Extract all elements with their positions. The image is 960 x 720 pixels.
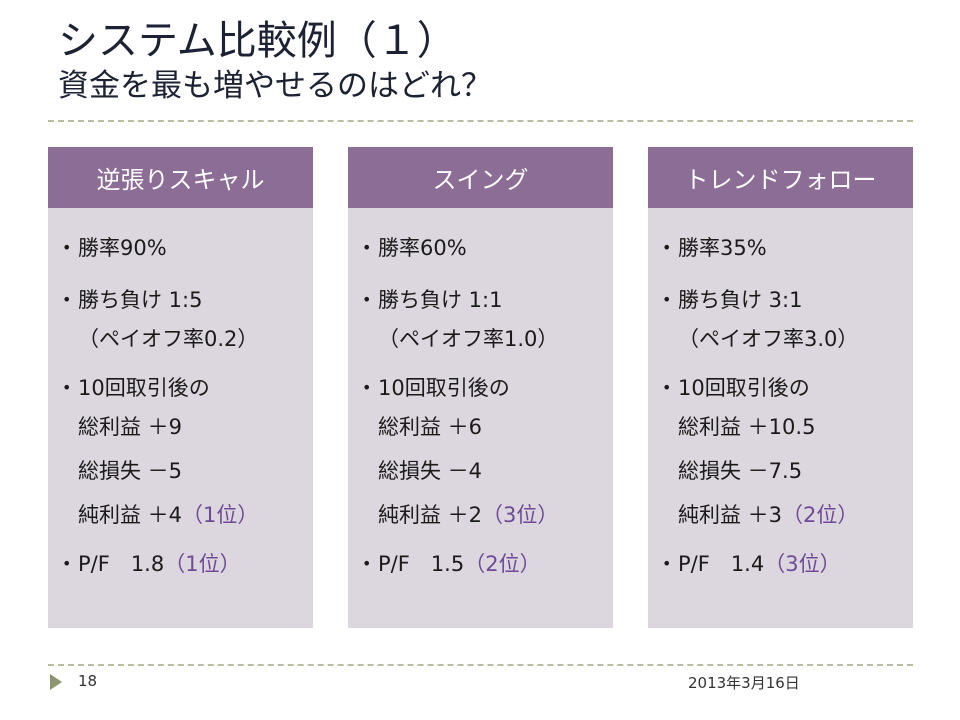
column-body: • 勝率60% • 勝ち負け 1:1 （ペイオフ率1.0） • 10回取引後の … — [348, 208, 613, 581]
profit-factor-line: P/F 1.4（3位） — [678, 547, 913, 581]
net-profit: 純利益 ＋3 — [678, 503, 783, 527]
list-item-results: • 10回取引後の 総利益 ＋10.5 総損失 －7.5 純利益 ＋3（2位） — [662, 371, 913, 537]
net-profit-rank: （3位） — [482, 503, 559, 527]
list-item-profit-factor: • P/F 1.4（3位） — [662, 547, 913, 581]
after-trades-label: 10回取引後の — [678, 376, 810, 400]
bottom-divider — [48, 664, 913, 666]
net-profit-line: 純利益 ＋3（2位） — [678, 493, 913, 537]
profit-factor: P/F 1.4 — [678, 552, 765, 576]
bullet-icon: • — [62, 290, 72, 309]
column-header: スイング — [348, 147, 613, 208]
column-contrarian-scalp: 逆張りスキャル • 勝率90% • 勝ち負け 1:5 （ペイオフ率0.2） • … — [48, 147, 313, 628]
profit-factor: P/F 1.8 — [78, 552, 165, 576]
profit-factor-line: P/F 1.5（2位） — [378, 547, 613, 581]
win-loss: 勝ち負け 1:1 — [378, 288, 503, 312]
bullet-icon: • — [662, 378, 672, 397]
footer-date: 2013年3月16日 — [688, 674, 800, 692]
net-profit: 純利益 ＋4 — [78, 503, 183, 527]
bullet-icon: • — [62, 378, 72, 397]
after-trades-label: 10回取引後の — [378, 376, 510, 400]
payoff-ratio: （ペイオフ率3.0） — [678, 327, 859, 351]
list-item-win-rate: • 勝率35% — [662, 231, 913, 265]
net-profit-rank: （1位） — [182, 503, 259, 527]
column-header: 逆張りスキャル — [48, 147, 313, 208]
bullet-icon: • — [362, 290, 372, 309]
column-header: トレンドフォロー — [648, 147, 913, 208]
payoff-ratio: （ペイオフ率0.2） — [78, 327, 259, 351]
bullet-icon: • — [662, 238, 672, 257]
column-body: • 勝率90% • 勝ち負け 1:5 （ペイオフ率0.2） • 10回取引後の … — [48, 208, 313, 581]
list-item-win-loss: • 勝ち負け 1:5 （ペイオフ率0.2） — [62, 283, 313, 361]
bullet-icon: • — [362, 238, 372, 257]
bullet-icon: • — [362, 554, 372, 573]
net-profit-rank: （2位） — [782, 503, 859, 527]
net-profit-line: 純利益 ＋4（1位） — [78, 493, 313, 537]
bullet-icon: • — [662, 290, 672, 309]
bullet-icon: • — [362, 378, 372, 397]
top-divider — [48, 120, 913, 122]
list-item-results: • 10回取引後の 総利益 ＋9 総損失 －5 純利益 ＋4（1位） — [62, 371, 313, 537]
total-profit: 総利益 ＋9 — [78, 415, 183, 439]
total-profit: 総利益 ＋6 — [378, 415, 483, 439]
bullet-icon: • — [662, 554, 672, 573]
total-profit: 総利益 ＋10.5 — [678, 415, 816, 439]
total-loss: 総損失 －4 — [378, 459, 483, 483]
bullet-icon: • — [62, 238, 72, 257]
win-rate: 勝率90% — [78, 236, 167, 260]
profit-factor: P/F 1.5 — [378, 552, 465, 576]
profit-factor-rank: （2位） — [464, 552, 541, 576]
column-body: • 勝率35% • 勝ち負け 3:1 （ペイオフ率3.0） • 10回取引後の … — [648, 208, 913, 581]
list-item-win-rate: • 勝率60% — [362, 231, 613, 265]
net-profit: 純利益 ＋2 — [378, 503, 483, 527]
total-loss: 総損失 －5 — [78, 459, 183, 483]
list-item-profit-factor: • P/F 1.8（1位） — [62, 547, 313, 581]
play-triangle-icon — [50, 674, 62, 690]
win-loss: 勝ち負け 3:1 — [678, 288, 803, 312]
total-loss: 総損失 －7.5 — [678, 459, 803, 483]
slide-title-block: システム比較例（１） 資金を最も増やせるのはどれ？ — [58, 16, 492, 106]
slide-title: システム比較例（１） — [58, 18, 457, 64]
list-item-results: • 10回取引後の 総利益 ＋6 総損失 －4 純利益 ＋2（3位） — [362, 371, 613, 537]
bullet-icon: • — [62, 554, 72, 573]
net-profit-line: 純利益 ＋2（3位） — [378, 493, 613, 537]
list-item-profit-factor: • P/F 1.5（2位） — [362, 547, 613, 581]
win-rate: 勝率60% — [378, 236, 467, 260]
slide-subtitle: 資金を最も増やせるのはどれ？ — [58, 68, 492, 104]
column-trend-follow: トレンドフォロー • 勝率35% • 勝ち負け 3:1 （ペイオフ率3.0） •… — [648, 147, 913, 628]
profit-factor-rank: （3位） — [764, 552, 841, 576]
win-loss: 勝ち負け 1:5 — [78, 288, 203, 312]
profit-factor-line: P/F 1.8（1位） — [78, 547, 313, 581]
list-item-win-loss: • 勝ち負け 1:1 （ペイオフ率1.0） — [362, 283, 613, 361]
win-rate: 勝率35% — [678, 236, 767, 260]
list-item-win-loss: • 勝ち負け 3:1 （ペイオフ率3.0） — [662, 283, 913, 361]
column-swing: スイング • 勝率60% • 勝ち負け 1:1 （ペイオフ率1.0） • 10回… — [348, 147, 613, 628]
profit-factor-rank: （1位） — [164, 552, 241, 576]
list-item-win-rate: • 勝率90% — [62, 231, 313, 265]
page-number: 18 — [78, 672, 98, 690]
payoff-ratio: （ペイオフ率1.0） — [378, 327, 559, 351]
after-trades-label: 10回取引後の — [78, 376, 210, 400]
